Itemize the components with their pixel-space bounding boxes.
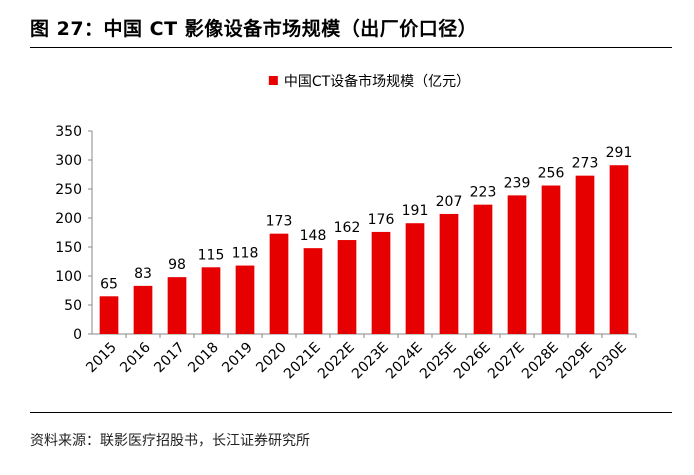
x-tick-label: 2016 [117,339,154,376]
y-tick-label: 50 [64,298,82,314]
x-tick-label: 2024E [383,340,426,383]
data-label: 223 [470,185,497,201]
y-tick-label: 250 [55,182,82,198]
source-rule [30,412,672,413]
data-label: 273 [572,156,599,172]
bar [235,265,255,334]
data-label: 65 [100,276,118,292]
x-tick-label: 2030E [587,340,630,383]
title-rule [30,47,672,48]
x-tick-label: 2023E [349,340,392,383]
data-label: 191 [402,203,429,219]
source-note: 资料来源：联影医疗招股书，长江证券研究所 [30,433,310,449]
data-label: 239 [504,175,531,191]
x-tick-label: 2027E [485,340,528,383]
x-tick-label: 2021E [281,340,324,383]
y-tick-label: 150 [55,240,82,256]
x-tick-label: 2025E [417,340,460,383]
bar [337,240,357,334]
x-tick-label: 2026E [451,340,494,383]
data-label: 176 [368,212,395,228]
bar [439,213,459,334]
data-label: 256 [538,166,565,182]
x-tick-label: 2029E [553,340,596,383]
bar [473,204,493,334]
data-label: 83 [134,266,152,282]
bar [133,285,153,334]
bar [303,248,323,334]
x-tick-label: 2017 [151,340,188,377]
x-tick-label: 2028E [519,340,562,383]
legend-swatch [268,76,278,85]
y-tick-label: 200 [55,211,82,227]
legend-label: 中国CT设备市场规模（亿元） [284,73,470,90]
data-label: 207 [436,194,463,210]
figure-title: 图 27：中国 CT 影像设备市场规模（出厂价口径） [30,18,478,40]
data-label: 115 [198,247,225,263]
bar [167,277,187,334]
data-label: 162 [334,220,361,236]
data-label: 118 [232,246,259,262]
data-label: 148 [300,228,327,244]
bar [201,267,221,334]
bar [405,223,425,334]
x-tick-label: 2018 [185,340,222,377]
bar [507,195,527,334]
y-tick-label: 100 [55,269,82,285]
bar [371,231,391,334]
y-tick-label: 300 [55,153,82,169]
data-label: 291 [606,145,633,161]
data-label: 173 [266,214,293,230]
x-tick-label: 2019 [219,340,256,377]
y-tick-label: 350 [55,124,82,140]
bar-chart: 中国CT设备市场规模（亿元） 0 50 100 150 200 250 300 350 65 201… [55,73,637,383]
y-tick-label: 0 [73,327,82,343]
data-label: 98 [168,257,186,273]
x-tick-label: 2015 [83,340,120,377]
bar [609,165,629,334]
bar [99,296,119,334]
bar [575,175,595,334]
bar [541,185,561,334]
bar [269,233,289,334]
x-tick-label: 2022E [315,340,358,383]
